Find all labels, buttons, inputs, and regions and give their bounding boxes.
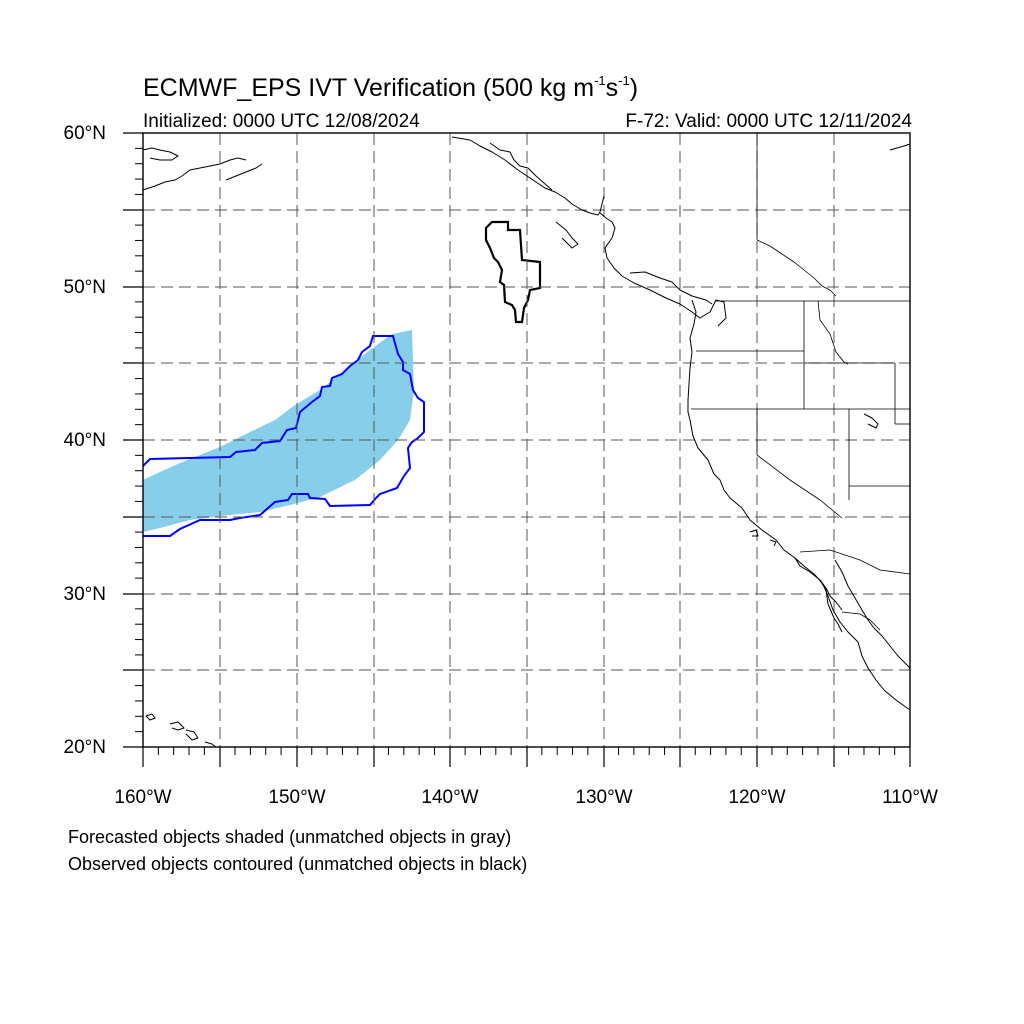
coastlines bbox=[142, 136, 911, 748]
valid-time: F-72: Valid: 0000 UTC 12/11/2024 bbox=[625, 111, 912, 132]
lat-label-60n: 60°N bbox=[63, 123, 106, 144]
lon-label-120w: 120°W bbox=[728, 787, 786, 808]
legend-forecast-note: Forecasted objects shaded (unmatched obj… bbox=[68, 827, 512, 847]
lon-label-140w: 140°W bbox=[421, 787, 479, 808]
axis-ticks bbox=[123, 132, 911, 767]
observed-object-unmatched-contour bbox=[484, 220, 542, 324]
lat-label-40n: 40°N bbox=[63, 430, 106, 451]
lon-label-150w: 150°W bbox=[268, 787, 326, 808]
lon-label-160w: 160°W bbox=[114, 787, 172, 808]
lat-label-20n: 20°N bbox=[63, 737, 106, 758]
lon-label-130w: 130°W bbox=[575, 787, 633, 808]
map-title: ECMWF_EPS IVT Verification (500 kg m-1s-… bbox=[143, 73, 639, 102]
political-borders bbox=[691, 133, 911, 631]
lat-label-50n: 50°N bbox=[63, 277, 106, 298]
lat-label-30n: 30°N bbox=[63, 584, 106, 605]
axis-minor-ticks bbox=[135, 147, 896, 755]
initialized-time: Initialized: 0000 UTC 12/08/2024 bbox=[143, 111, 420, 132]
map-gridlines bbox=[143, 133, 910, 747]
legend-observed-note: Observed objects contoured (unmatched ob… bbox=[68, 854, 528, 874]
observed-object-matched-contour bbox=[142, 335, 425, 537]
forecast-object-shaded bbox=[143, 330, 414, 532]
lon-label-110w: 110°W bbox=[882, 787, 938, 808]
